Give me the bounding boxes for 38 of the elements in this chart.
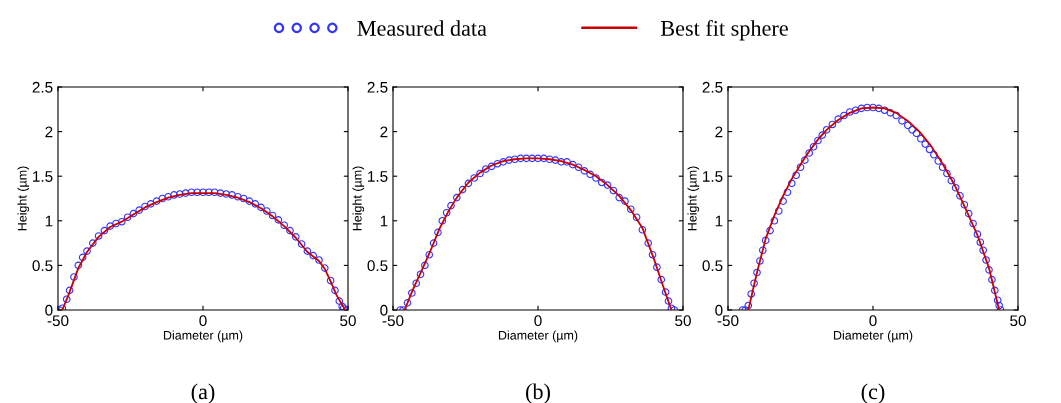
x-tick-label: 0 <box>869 315 877 327</box>
x-tick-label: 0 <box>199 315 207 327</box>
y-tick-label: 2 <box>45 126 53 138</box>
y-tick-label: 2.5 <box>32 81 53 93</box>
y-tick-label: 1 <box>45 215 53 227</box>
y-axis-title: Height (µm) <box>352 166 365 231</box>
y-tick-label: 1.5 <box>703 171 723 182</box>
x-axis-title: Diameter (µm) <box>163 330 243 343</box>
x-axis-title: Diameter (µm) <box>833 330 913 343</box>
y-tick-label: 0.5 <box>32 260 53 272</box>
y-axis-title: Height (µm) <box>687 166 700 231</box>
text: (b) <box>526 383 550 403</box>
x-tick-label: 50 <box>675 315 691 327</box>
x-tick-label: -50 <box>717 315 739 327</box>
x-tick-label: -50 <box>382 315 404 327</box>
text: (a) <box>191 383 215 403</box>
x-tick-label: 0 <box>534 315 542 327</box>
legend-label: Best fit sphere <box>660 20 788 41</box>
legend-label: Measured data <box>357 20 487 36</box>
y-tick-label: 1 <box>380 215 388 227</box>
y-tick-label: 0 <box>380 304 388 316</box>
y-tick-label: 0 <box>715 304 723 316</box>
y-tick-label: 0.5 <box>702 260 723 272</box>
y-tick-label: 2 <box>380 126 388 138</box>
y-tick-label: 1 <box>715 215 723 227</box>
y-tick-label: 0.5 <box>367 260 388 272</box>
x-tick-label: 50 <box>340 315 356 327</box>
x-tick-label: -50 <box>47 315 69 327</box>
y-tick-label: 0 <box>45 304 53 316</box>
y-tick-label: 2 <box>715 126 723 138</box>
x-axis-title: Diameter (µm) <box>498 330 578 343</box>
text: (c) <box>861 383 885 403</box>
y-tick-label: 2.5 <box>367 81 388 93</box>
y-tick-label: 1.5 <box>33 171 53 182</box>
x-tick-label: 50 <box>1010 315 1026 327</box>
y-axis-title: Height (µm) <box>17 166 30 231</box>
y-tick-label: 1.5 <box>368 171 388 182</box>
y-tick-label: 2.5 <box>702 81 723 93</box>
